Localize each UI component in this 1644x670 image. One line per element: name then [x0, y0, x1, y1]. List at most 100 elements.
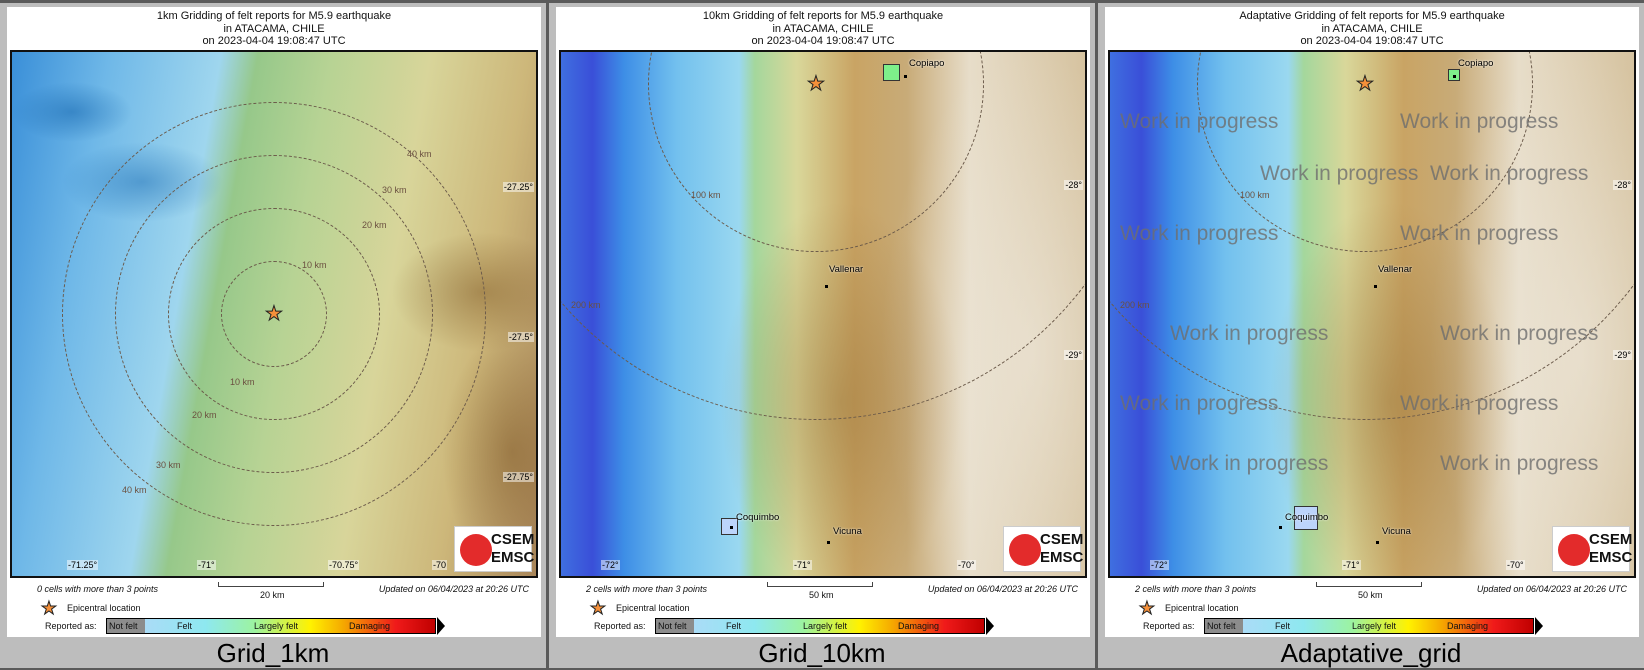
city-marker	[1279, 526, 1282, 529]
legend-felt: Felt	[726, 621, 742, 631]
ring-label: 10 km	[302, 260, 327, 270]
grid-cell-coquimbo[interactable]	[1294, 506, 1318, 530]
distance-ring	[561, 52, 1085, 420]
colorbar-arrow-icon	[1535, 617, 1543, 635]
globe-icon	[1558, 534, 1590, 566]
logo-text: CSEM EMSC	[1589, 531, 1632, 567]
logo-line2: EMSC	[1589, 549, 1633, 566]
longitude-tick-label: -70°	[1506, 560, 1525, 570]
longitude-tick-label: -71°	[1342, 560, 1361, 570]
ring-label: 20 km	[192, 410, 217, 420]
legend-largely-felt: Largely felt	[1352, 621, 1397, 631]
globe-icon	[1009, 534, 1041, 566]
cells-note: 2 cells with more than 3 points	[586, 584, 708, 594]
epicenter-star-icon: ★	[1356, 73, 1375, 95]
city-label: Copiapo	[1458, 58, 1494, 69]
logo-text: CSEM EMSC	[1040, 531, 1083, 567]
city-marker	[1453, 75, 1456, 78]
map-title: Adaptative Gridding of felt reports for …	[1105, 10, 1639, 48]
map-title: 1km Gridding of felt reports for M5.9 ea…	[7, 10, 541, 48]
title-line2: in ATACAMA, CHILE	[772, 22, 874, 35]
reported-as-label: Reported as:	[1143, 621, 1195, 631]
reported-as-label: Reported as:	[594, 621, 646, 631]
longitude-tick-label: -71.25°	[67, 560, 99, 570]
city-label: Vallenar	[829, 264, 864, 275]
legend-felt: Felt	[177, 621, 193, 631]
map-title: 10km Gridding of felt reports for M5.9 e…	[556, 10, 1090, 48]
legend-not-felt: Not felt	[1207, 621, 1236, 631]
latitude-tick-label: -29°	[1064, 350, 1083, 360]
city-marker	[825, 285, 828, 288]
ring-label: 100 km	[691, 190, 721, 200]
scale-label: 20 km	[260, 590, 285, 600]
scale-bar	[767, 582, 873, 587]
legend-largely-felt: Largely felt	[254, 621, 299, 631]
city-label: Coquimbo	[736, 512, 780, 523]
ring-label: 30 km	[156, 460, 181, 470]
logo-line2: EMSC	[491, 549, 535, 566]
longitude-tick-label: -71°	[793, 560, 812, 570]
latitude-tick-label: -27.25°	[502, 182, 534, 192]
csem-emsc-logo: CSEM EMSC	[1003, 526, 1083, 572]
csem-emsc-logo: CSEM EMSC	[454, 526, 534, 572]
logo-line1: CSEM	[1040, 531, 1084, 548]
longitude-tick-label: -70°	[957, 560, 976, 570]
latitude-tick-label: -27.75°	[502, 472, 534, 482]
ring-label: 30 km	[382, 185, 407, 195]
longitude-tick-label: -70.75°	[328, 560, 360, 570]
map-view[interactable]: 100 km 200 km -72° -71° -70° -28° -29° Copiapo V…	[1108, 50, 1636, 578]
map-sheet: Adaptative Gridding of felt reports for …	[1105, 7, 1639, 637]
grid-cell-copiapo[interactable]	[883, 64, 900, 81]
map-view[interactable]: 100 km 200 km -72° -71° -70° -28° -29° Copiapo V…	[559, 50, 1087, 578]
map-view[interactable]: 10 km 10 km 20 km 20 km 30 km 30 km 40 km 40 km…	[10, 50, 538, 578]
colorbar-arrow-icon	[986, 617, 994, 635]
city-marker	[827, 541, 830, 544]
globe-icon	[460, 534, 492, 566]
city-marker	[730, 526, 733, 529]
panel-label: Adaptative_grid	[1280, 638, 1462, 668]
city-label: Vicuna	[1382, 526, 1411, 537]
city-label: Vallenar	[1378, 264, 1413, 275]
map-panel: 1km Gridding of felt reports for M5.9 ea…	[0, 3, 546, 668]
logo-text: CSEM EMSC	[491, 531, 534, 567]
ring-label: 20 km	[362, 220, 387, 230]
scale-label: 50 km	[809, 590, 834, 600]
map-panel: 10km Gridding of felt reports for M5.9 e…	[549, 3, 1095, 668]
legend-star-icon: ★	[589, 598, 607, 619]
latitude-tick-label: -28°	[1064, 180, 1083, 190]
city-marker	[1374, 285, 1377, 288]
title-line3: on 2023-04-04 19:08:47 UTC	[1300, 35, 1444, 47]
legend-star-icon: ★	[40, 598, 58, 619]
ring-label: 200 km	[571, 300, 601, 310]
not-felt-swatch	[656, 619, 694, 633]
city-label: Vicuna	[833, 526, 862, 537]
latitude-tick-label: -28°	[1613, 180, 1632, 190]
intensity-colorbar: Not felt Felt Largely felt Damaging	[655, 618, 985, 634]
logo-line1: CSEM	[1589, 531, 1633, 548]
panel-label: Grid_1km	[216, 638, 330, 668]
longitude-tick-label: -71°	[197, 560, 216, 570]
legend-largely-felt: Largely felt	[803, 621, 848, 631]
grid-cell-coquimbo[interactable]	[721, 518, 738, 535]
not-felt-swatch	[107, 619, 145, 633]
ring-label: 10 km	[230, 377, 255, 387]
map-sheet: 10km Gridding of felt reports for M5.9 e…	[556, 7, 1090, 637]
intensity-colorbar: Not felt Felt Largely felt Damaging	[1204, 618, 1534, 634]
ring-label: 40 km	[407, 149, 432, 159]
latitude-tick-label: -27.5°	[507, 332, 534, 342]
epicenter-star-icon: ★	[265, 303, 284, 325]
title-line1: 1km Gridding of felt reports for M5.9 ea…	[156, 10, 392, 22]
legend-damaging: Damaging	[898, 621, 940, 631]
title-line2: in ATACAMA, CHILE	[1321, 22, 1423, 35]
epicentral-label: Epicentral location	[67, 603, 141, 613]
legend-felt: Felt	[1275, 621, 1291, 631]
title-line2: in ATACAMA, CHILE	[223, 22, 325, 35]
scale-bar	[218, 582, 324, 587]
colorbar-arrow-icon	[437, 617, 445, 635]
ring-label: 100 km	[1240, 190, 1270, 200]
longitude-tick-label: -72°	[601, 560, 620, 570]
title-line1: 10km Gridding of felt reports for M5.9 e…	[702, 10, 944, 22]
title-line3: on 2023-04-04 19:08:47 UTC	[751, 35, 895, 47]
legend-damaging: Damaging	[1447, 621, 1489, 631]
latitude-tick-label: -29°	[1613, 350, 1632, 360]
